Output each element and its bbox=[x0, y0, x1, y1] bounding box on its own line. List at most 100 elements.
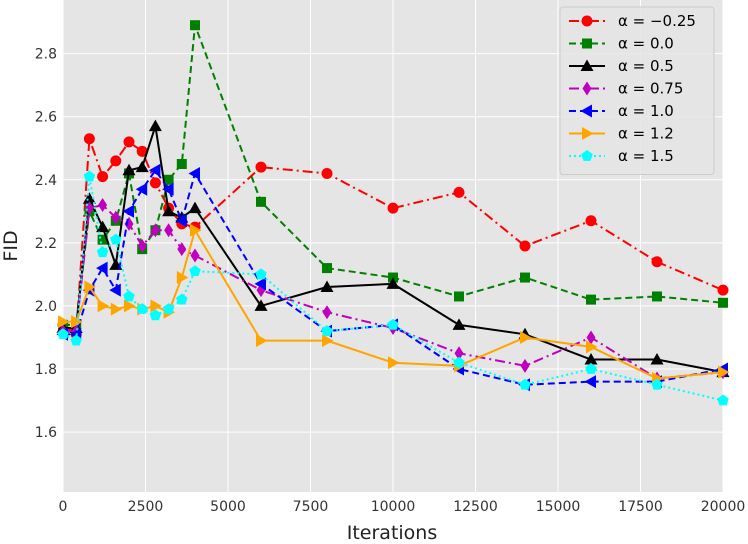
series-3 bbox=[58, 198, 728, 386]
x-axis-label: Iterations bbox=[347, 522, 438, 544]
data-point bbox=[96, 246, 109, 258]
data-point bbox=[584, 375, 596, 389]
data-point bbox=[718, 365, 730, 379]
data-point bbox=[82, 192, 96, 204]
data-point bbox=[585, 215, 597, 227]
data-point bbox=[176, 159, 187, 169]
legend-label: α = 0.0 bbox=[618, 35, 674, 53]
legend-marker bbox=[582, 38, 592, 49]
data-point bbox=[584, 353, 598, 365]
legend-label: α = 1.5 bbox=[618, 147, 674, 165]
data-point bbox=[718, 297, 728, 308]
data-point bbox=[254, 277, 266, 291]
data-point bbox=[71, 315, 83, 329]
data-point bbox=[176, 293, 188, 305]
data-point bbox=[519, 378, 531, 390]
data-point bbox=[122, 163, 136, 176]
data-point bbox=[321, 325, 333, 337]
data-point bbox=[98, 198, 108, 212]
data-point bbox=[97, 299, 110, 313]
data-point bbox=[136, 303, 148, 314]
data-point bbox=[256, 334, 268, 348]
data-point bbox=[585, 363, 597, 374]
data-point bbox=[717, 284, 729, 296]
data-point bbox=[453, 356, 465, 368]
data-point bbox=[454, 346, 464, 361]
series-6 bbox=[57, 170, 729, 406]
data-point bbox=[320, 280, 334, 292]
data-point bbox=[123, 136, 135, 148]
legend-item: α = 1.0 bbox=[569, 102, 674, 120]
legend-marker bbox=[581, 150, 593, 161]
legend-item: α = 1.5 bbox=[569, 147, 674, 165]
x-tick-label: 5000 bbox=[210, 499, 246, 515]
data-point bbox=[256, 196, 266, 207]
legend-item: α = 0.0 bbox=[569, 35, 674, 53]
data-point bbox=[148, 119, 162, 132]
data-point bbox=[321, 167, 333, 179]
data-point bbox=[322, 334, 334, 348]
data-point bbox=[162, 303, 175, 314]
data-point bbox=[135, 182, 148, 196]
data-point bbox=[188, 201, 202, 214]
series-layer bbox=[56, 20, 730, 406]
data-point bbox=[452, 318, 466, 330]
legend-marker bbox=[582, 127, 594, 140]
data-point bbox=[96, 261, 108, 275]
legend-marker bbox=[582, 81, 592, 96]
legend-label: α = 0.5 bbox=[618, 57, 674, 75]
data-point bbox=[254, 299, 268, 311]
data-point bbox=[122, 204, 134, 218]
data-point bbox=[109, 283, 121, 297]
x-tick-label: 17500 bbox=[618, 499, 663, 515]
data-point bbox=[586, 330, 596, 345]
data-point bbox=[162, 182, 174, 196]
data-point bbox=[651, 256, 663, 268]
legend-item: α = 0.5 bbox=[569, 57, 674, 75]
data-point bbox=[520, 358, 530, 373]
x-tick-label: 10000 bbox=[371, 499, 416, 515]
data-point bbox=[651, 378, 663, 390]
y-tick-label: 2.6 bbox=[35, 110, 57, 126]
x-tick-label: 2500 bbox=[128, 499, 164, 515]
data-point bbox=[97, 234, 108, 245]
y-tick-label: 2.4 bbox=[35, 173, 57, 189]
y-tick-label: 1.6 bbox=[35, 425, 57, 441]
data-point bbox=[177, 242, 187, 257]
data-point bbox=[110, 155, 122, 167]
legend-marker bbox=[580, 59, 594, 71]
data-point bbox=[652, 291, 662, 302]
y-tick-label: 1.8 bbox=[35, 362, 57, 378]
x-tick-label: 12500 bbox=[453, 499, 498, 515]
data-point bbox=[520, 330, 532, 344]
data-point bbox=[190, 20, 200, 31]
x-tick-label: 15000 bbox=[536, 499, 581, 515]
data-point bbox=[717, 394, 729, 406]
y-tick-label: 2.2 bbox=[35, 236, 57, 252]
data-point bbox=[57, 328, 69, 340]
x-tick-labels: 0 2500 5000 7500 10000 12500 15000 17500 20000 bbox=[59, 499, 746, 515]
legend-label: α = 1.0 bbox=[618, 102, 674, 120]
data-point bbox=[149, 309, 162, 321]
data-point bbox=[136, 145, 148, 157]
data-point bbox=[386, 277, 400, 289]
data-point bbox=[123, 290, 135, 302]
data-point bbox=[97, 171, 109, 183]
data-point bbox=[135, 160, 149, 173]
legend-item: α = 1.2 bbox=[569, 125, 674, 143]
x-tick-label: 20000 bbox=[701, 499, 746, 515]
data-point bbox=[387, 202, 399, 214]
data-point bbox=[454, 291, 464, 302]
data-point bbox=[164, 223, 174, 238]
legend: α = −0.25 α = 0.0 α = 0.5 α = 0.75 α = 1.0 α … bbox=[559, 6, 715, 175]
y-tick-labels: 1.6 1.8 2.0 2.2 2.4 2.6 2.8 bbox=[35, 47, 57, 441]
data-point bbox=[322, 263, 332, 274]
legend-label: α = −0.25 bbox=[618, 12, 696, 30]
data-point bbox=[110, 233, 122, 245]
legend-item: α = 0.75 bbox=[569, 80, 683, 98]
data-point bbox=[124, 299, 136, 313]
data-point bbox=[586, 340, 598, 354]
x-tick-label: 7500 bbox=[293, 499, 329, 515]
data-point bbox=[190, 248, 200, 263]
